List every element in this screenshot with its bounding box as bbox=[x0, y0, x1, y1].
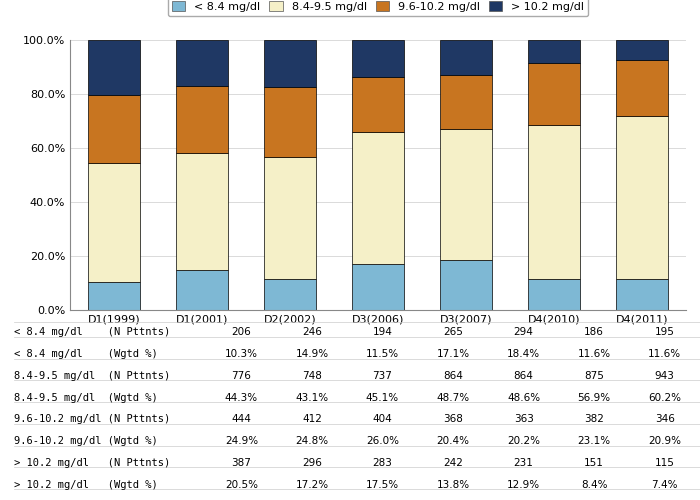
Bar bbox=[528, 278, 580, 310]
Text: 246: 246 bbox=[302, 328, 322, 338]
Text: 60.2%: 60.2% bbox=[648, 392, 681, 402]
Bar bbox=[351, 78, 405, 132]
Bar bbox=[88, 40, 141, 96]
Bar bbox=[440, 260, 492, 310]
Text: 18.4%: 18.4% bbox=[507, 349, 540, 359]
Text: 8.4-9.5 mg/dl  (Wgtd %): 8.4-9.5 mg/dl (Wgtd %) bbox=[14, 392, 158, 402]
Text: 11.6%: 11.6% bbox=[578, 349, 610, 359]
Text: 265: 265 bbox=[443, 328, 463, 338]
Text: 115: 115 bbox=[654, 458, 675, 468]
Text: 11.6%: 11.6% bbox=[648, 349, 681, 359]
Text: 875: 875 bbox=[584, 371, 604, 381]
Text: 8.4%: 8.4% bbox=[581, 480, 608, 490]
Bar bbox=[440, 129, 492, 260]
Text: 9.6-10.2 mg/dl (Wgtd %): 9.6-10.2 mg/dl (Wgtd %) bbox=[14, 436, 158, 446]
Bar bbox=[615, 278, 668, 310]
Bar bbox=[264, 279, 316, 310]
Text: 444: 444 bbox=[232, 414, 251, 424]
Bar bbox=[351, 132, 405, 264]
Text: 11.5%: 11.5% bbox=[366, 349, 399, 359]
Bar bbox=[528, 40, 580, 62]
Text: 387: 387 bbox=[232, 458, 251, 468]
Text: 20.4%: 20.4% bbox=[437, 436, 470, 446]
Bar bbox=[176, 86, 228, 154]
Text: > 10.2 mg/dl   (N Pttnts): > 10.2 mg/dl (N Pttnts) bbox=[14, 458, 170, 468]
Text: 231: 231 bbox=[514, 458, 533, 468]
Text: 864: 864 bbox=[443, 371, 463, 381]
Bar bbox=[440, 74, 492, 129]
Text: 737: 737 bbox=[372, 371, 393, 381]
Text: 864: 864 bbox=[514, 371, 533, 381]
Text: 195: 195 bbox=[654, 328, 675, 338]
Bar bbox=[176, 154, 228, 270]
Text: 24.8%: 24.8% bbox=[295, 436, 328, 446]
Text: 17.5%: 17.5% bbox=[366, 480, 399, 490]
Text: 48.6%: 48.6% bbox=[507, 392, 540, 402]
Bar bbox=[88, 282, 141, 310]
Text: 412: 412 bbox=[302, 414, 322, 424]
Bar bbox=[615, 116, 668, 278]
Text: 943: 943 bbox=[654, 371, 675, 381]
Bar bbox=[351, 40, 405, 78]
Text: 13.8%: 13.8% bbox=[437, 480, 470, 490]
Text: 56.9%: 56.9% bbox=[578, 392, 610, 402]
Text: 45.1%: 45.1% bbox=[366, 392, 399, 402]
Text: 283: 283 bbox=[372, 458, 393, 468]
Text: 26.0%: 26.0% bbox=[366, 436, 399, 446]
Text: 294: 294 bbox=[514, 328, 533, 338]
Text: 12.9%: 12.9% bbox=[507, 480, 540, 490]
Text: 206: 206 bbox=[232, 328, 251, 338]
Bar bbox=[264, 157, 316, 279]
Text: 43.1%: 43.1% bbox=[295, 392, 328, 402]
Text: 363: 363 bbox=[514, 414, 533, 424]
Text: 20.2%: 20.2% bbox=[507, 436, 540, 446]
Bar bbox=[440, 40, 492, 74]
Text: 9.6-10.2 mg/dl (N Pttnts): 9.6-10.2 mg/dl (N Pttnts) bbox=[14, 414, 170, 424]
Text: > 10.2 mg/dl   (Wgtd %): > 10.2 mg/dl (Wgtd %) bbox=[14, 480, 158, 490]
Text: 404: 404 bbox=[372, 414, 393, 424]
Bar bbox=[176, 270, 228, 310]
Text: 194: 194 bbox=[372, 328, 393, 338]
Legend: < 8.4 mg/dl, 8.4-9.5 mg/dl, 9.6-10.2 mg/dl, > 10.2 mg/dl: < 8.4 mg/dl, 8.4-9.5 mg/dl, 9.6-10.2 mg/… bbox=[168, 0, 588, 16]
Bar bbox=[615, 60, 668, 116]
Text: 20.9%: 20.9% bbox=[648, 436, 681, 446]
Text: 242: 242 bbox=[443, 458, 463, 468]
Text: 186: 186 bbox=[584, 328, 604, 338]
Text: 24.9%: 24.9% bbox=[225, 436, 258, 446]
Bar bbox=[264, 40, 316, 87]
Text: 20.5%: 20.5% bbox=[225, 480, 258, 490]
Bar bbox=[176, 40, 228, 86]
Text: 7.4%: 7.4% bbox=[652, 480, 678, 490]
Text: 776: 776 bbox=[232, 371, 251, 381]
Bar bbox=[351, 264, 405, 310]
Text: 44.3%: 44.3% bbox=[225, 392, 258, 402]
Text: 48.7%: 48.7% bbox=[437, 392, 470, 402]
Text: 151: 151 bbox=[584, 458, 604, 468]
Text: < 8.4 mg/dl    (Wgtd %): < 8.4 mg/dl (Wgtd %) bbox=[14, 349, 158, 359]
Bar bbox=[264, 87, 316, 157]
Text: 368: 368 bbox=[443, 414, 463, 424]
Text: 8.4-9.5 mg/dl  (N Pttnts): 8.4-9.5 mg/dl (N Pttnts) bbox=[14, 371, 170, 381]
Text: 382: 382 bbox=[584, 414, 604, 424]
Bar bbox=[88, 162, 141, 282]
Bar bbox=[528, 62, 580, 125]
Text: 14.9%: 14.9% bbox=[295, 349, 328, 359]
Text: 17.1%: 17.1% bbox=[437, 349, 470, 359]
Bar bbox=[615, 40, 668, 60]
Text: 17.2%: 17.2% bbox=[295, 480, 328, 490]
Text: 346: 346 bbox=[654, 414, 675, 424]
Text: 10.3%: 10.3% bbox=[225, 349, 258, 359]
Bar bbox=[528, 125, 580, 278]
Bar bbox=[88, 96, 141, 162]
Text: 23.1%: 23.1% bbox=[578, 436, 610, 446]
Text: 296: 296 bbox=[302, 458, 322, 468]
Text: 748: 748 bbox=[302, 371, 322, 381]
Text: < 8.4 mg/dl    (N Pttnts): < 8.4 mg/dl (N Pttnts) bbox=[14, 328, 170, 338]
